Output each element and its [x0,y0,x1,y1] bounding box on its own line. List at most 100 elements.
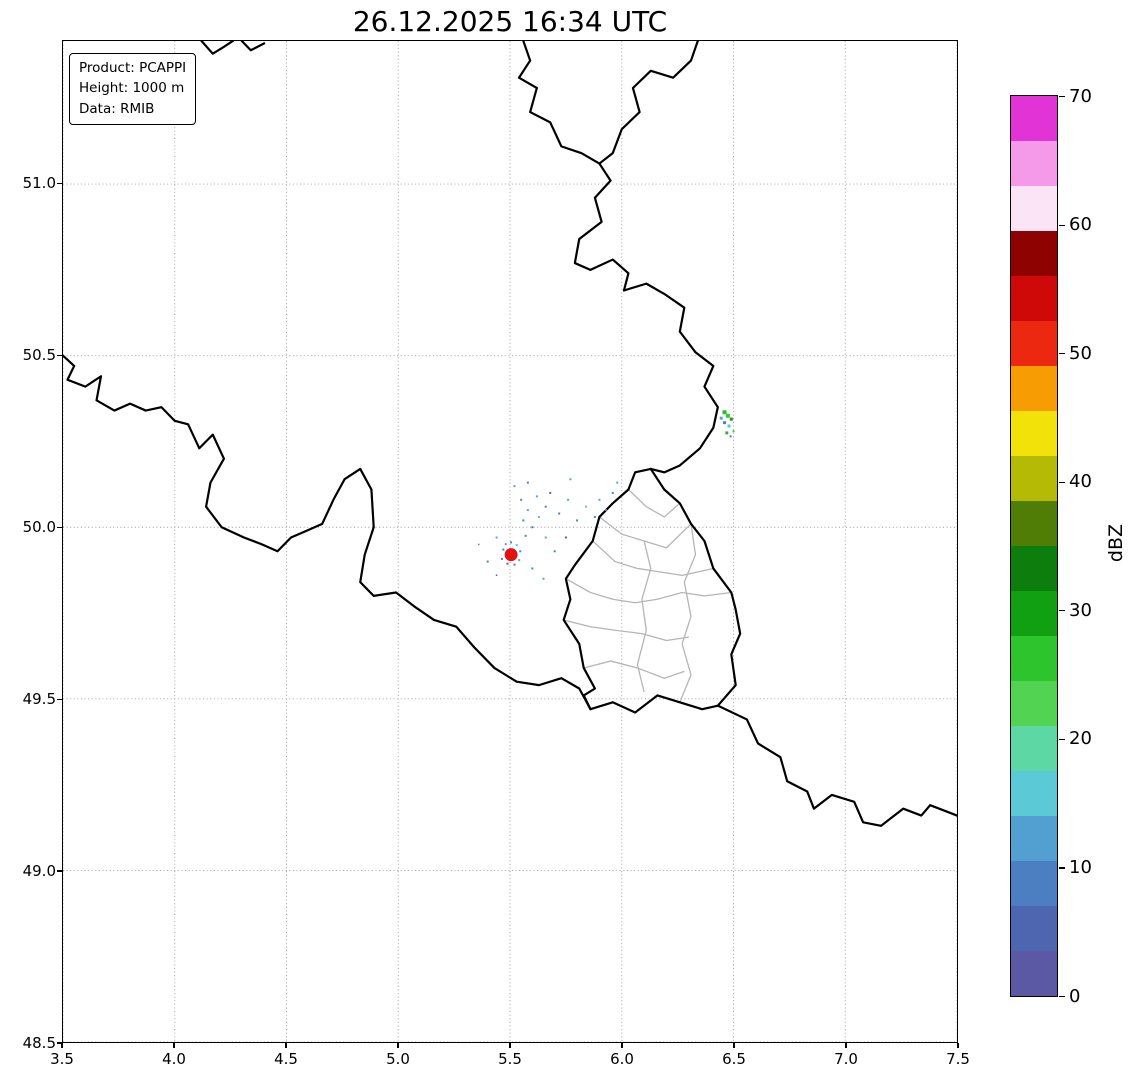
x-tick-label: 7.5 [946,1050,970,1068]
x-tick-mark [621,1043,623,1048]
region-border [679,523,697,703]
colorbar-segment [1011,546,1057,591]
radar-echo-pixel [544,536,547,539]
radar-echo-pixel [542,577,545,580]
colorbar-gradient [1011,96,1057,996]
radar-site-marker [504,548,518,562]
y-tick-label: 49.0 [22,862,56,881]
colorbar-segment [1011,861,1057,906]
radar-echo-pixel [518,559,521,562]
radar-echo-pixel [535,495,538,498]
colorbar [1010,95,1058,997]
radar-echo-pixel [531,526,534,529]
colorbar-tick-mark [1059,996,1065,998]
radar-echo-pixel [585,505,588,508]
x-tick-mark [285,1043,287,1048]
radar-echo-pixel [544,505,547,508]
radar-echo-pixel [605,509,608,512]
radar-echo-pixel [524,534,527,537]
plot-title: 26.12.2025 16:34 UTC [352,5,668,38]
radar-echo-pixel [549,491,552,494]
colorbar-axis-label: dBZ [1105,523,1127,563]
region-border [563,619,689,642]
colorbar-tick-label: 20 [1069,728,1092,750]
radar-echo-pixel [553,550,556,553]
country-border [200,41,234,55]
radar-echo-pixel [576,519,579,522]
colorbar-segment [1011,501,1057,546]
colorbar-segment [1011,321,1057,366]
radar-echo-pixel [564,536,567,539]
radar-echo-pixel [538,515,541,518]
x-tick-label: 3.5 [50,1050,74,1068]
radar-echo-pixel [495,574,498,577]
radar-echo-pixel [611,491,614,494]
x-tick-mark [509,1043,511,1048]
radar-echo-pixel [593,515,596,518]
y-tick-label: 50.0 [22,518,56,537]
radar-echo-pixel [477,543,480,546]
colorbar-tick-label: 50 [1069,342,1092,364]
x-tick-label: 4.5 [274,1050,298,1068]
country-border [63,354,592,711]
radar-echo-pixel [522,519,525,522]
region-border [592,540,714,576]
x-tick-mark [733,1043,735,1048]
country-border [589,467,742,714]
x-tick-label: 5.0 [386,1050,410,1068]
country-border [562,467,652,711]
map-plot-area [62,40,958,1043]
radar-echo-pixel [732,430,735,433]
colorbar-segment [1011,951,1057,996]
product-info-box: Product: PCAPPI Height: 1000 m Data: RMI… [69,53,197,125]
radar-echo-pixel [513,563,516,566]
country-border [598,41,699,165]
x-tick-label: 5.5 [498,1050,522,1068]
colorbar-segment [1011,96,1057,141]
y-tick-label: 50.5 [22,346,56,365]
colorbar-tick-mark [1059,224,1065,226]
colorbar-tick-label: 70 [1069,85,1092,107]
region-border [636,540,652,693]
colorbar-tick-mark [1059,481,1065,483]
radar-echo-pixel [526,509,529,512]
country-border [517,41,601,165]
x-tick-mark [61,1043,63,1048]
colorbar-tick-label: 0 [1069,985,1081,1007]
y-tick-mark [57,354,62,356]
height-line: Height: 1000 m [79,80,185,97]
y-tick-mark [57,698,62,700]
radar-echo-pixel [719,416,723,420]
colorbar-segment [1011,411,1057,456]
colorbar-tick-mark [1059,738,1065,741]
x-tick-mark [957,1043,959,1048]
colorbar-segment [1011,186,1057,231]
radar-echo-pixel [510,541,513,544]
region-border [583,660,685,679]
colorbar-segment [1011,636,1057,681]
colorbar-tick-label: 10 [1069,857,1092,879]
radar-echo-pixel [723,421,727,425]
radar-echo-pixel [486,560,489,563]
radar-echo-pixel [598,498,601,501]
colorbar-segment [1011,591,1057,636]
x-tick-label: 6.0 [610,1050,634,1068]
x-tick-label: 4.0 [162,1050,186,1068]
colorbar-tick-mark [1059,96,1065,98]
colorbar-segment [1011,906,1057,951]
y-tick-mark [57,526,62,528]
region-border [599,516,692,549]
radar-echo-pixel [495,536,498,539]
radar-echo-pixel [526,481,529,484]
colorbar-tick-mark [1059,610,1065,612]
radar-echo-pixel [506,562,509,565]
colorbar-tick-mark [1059,353,1065,355]
colorbar-tick-label: 60 [1069,214,1092,236]
y-tick-label: 51.0 [22,174,56,193]
radar-echo-pixel [500,557,503,560]
radar-echo-pixel [531,567,534,570]
data-source-line: Data: RMIB [79,100,155,117]
colorbar-tick-mark [1059,867,1065,869]
colorbar-segment [1011,726,1057,771]
